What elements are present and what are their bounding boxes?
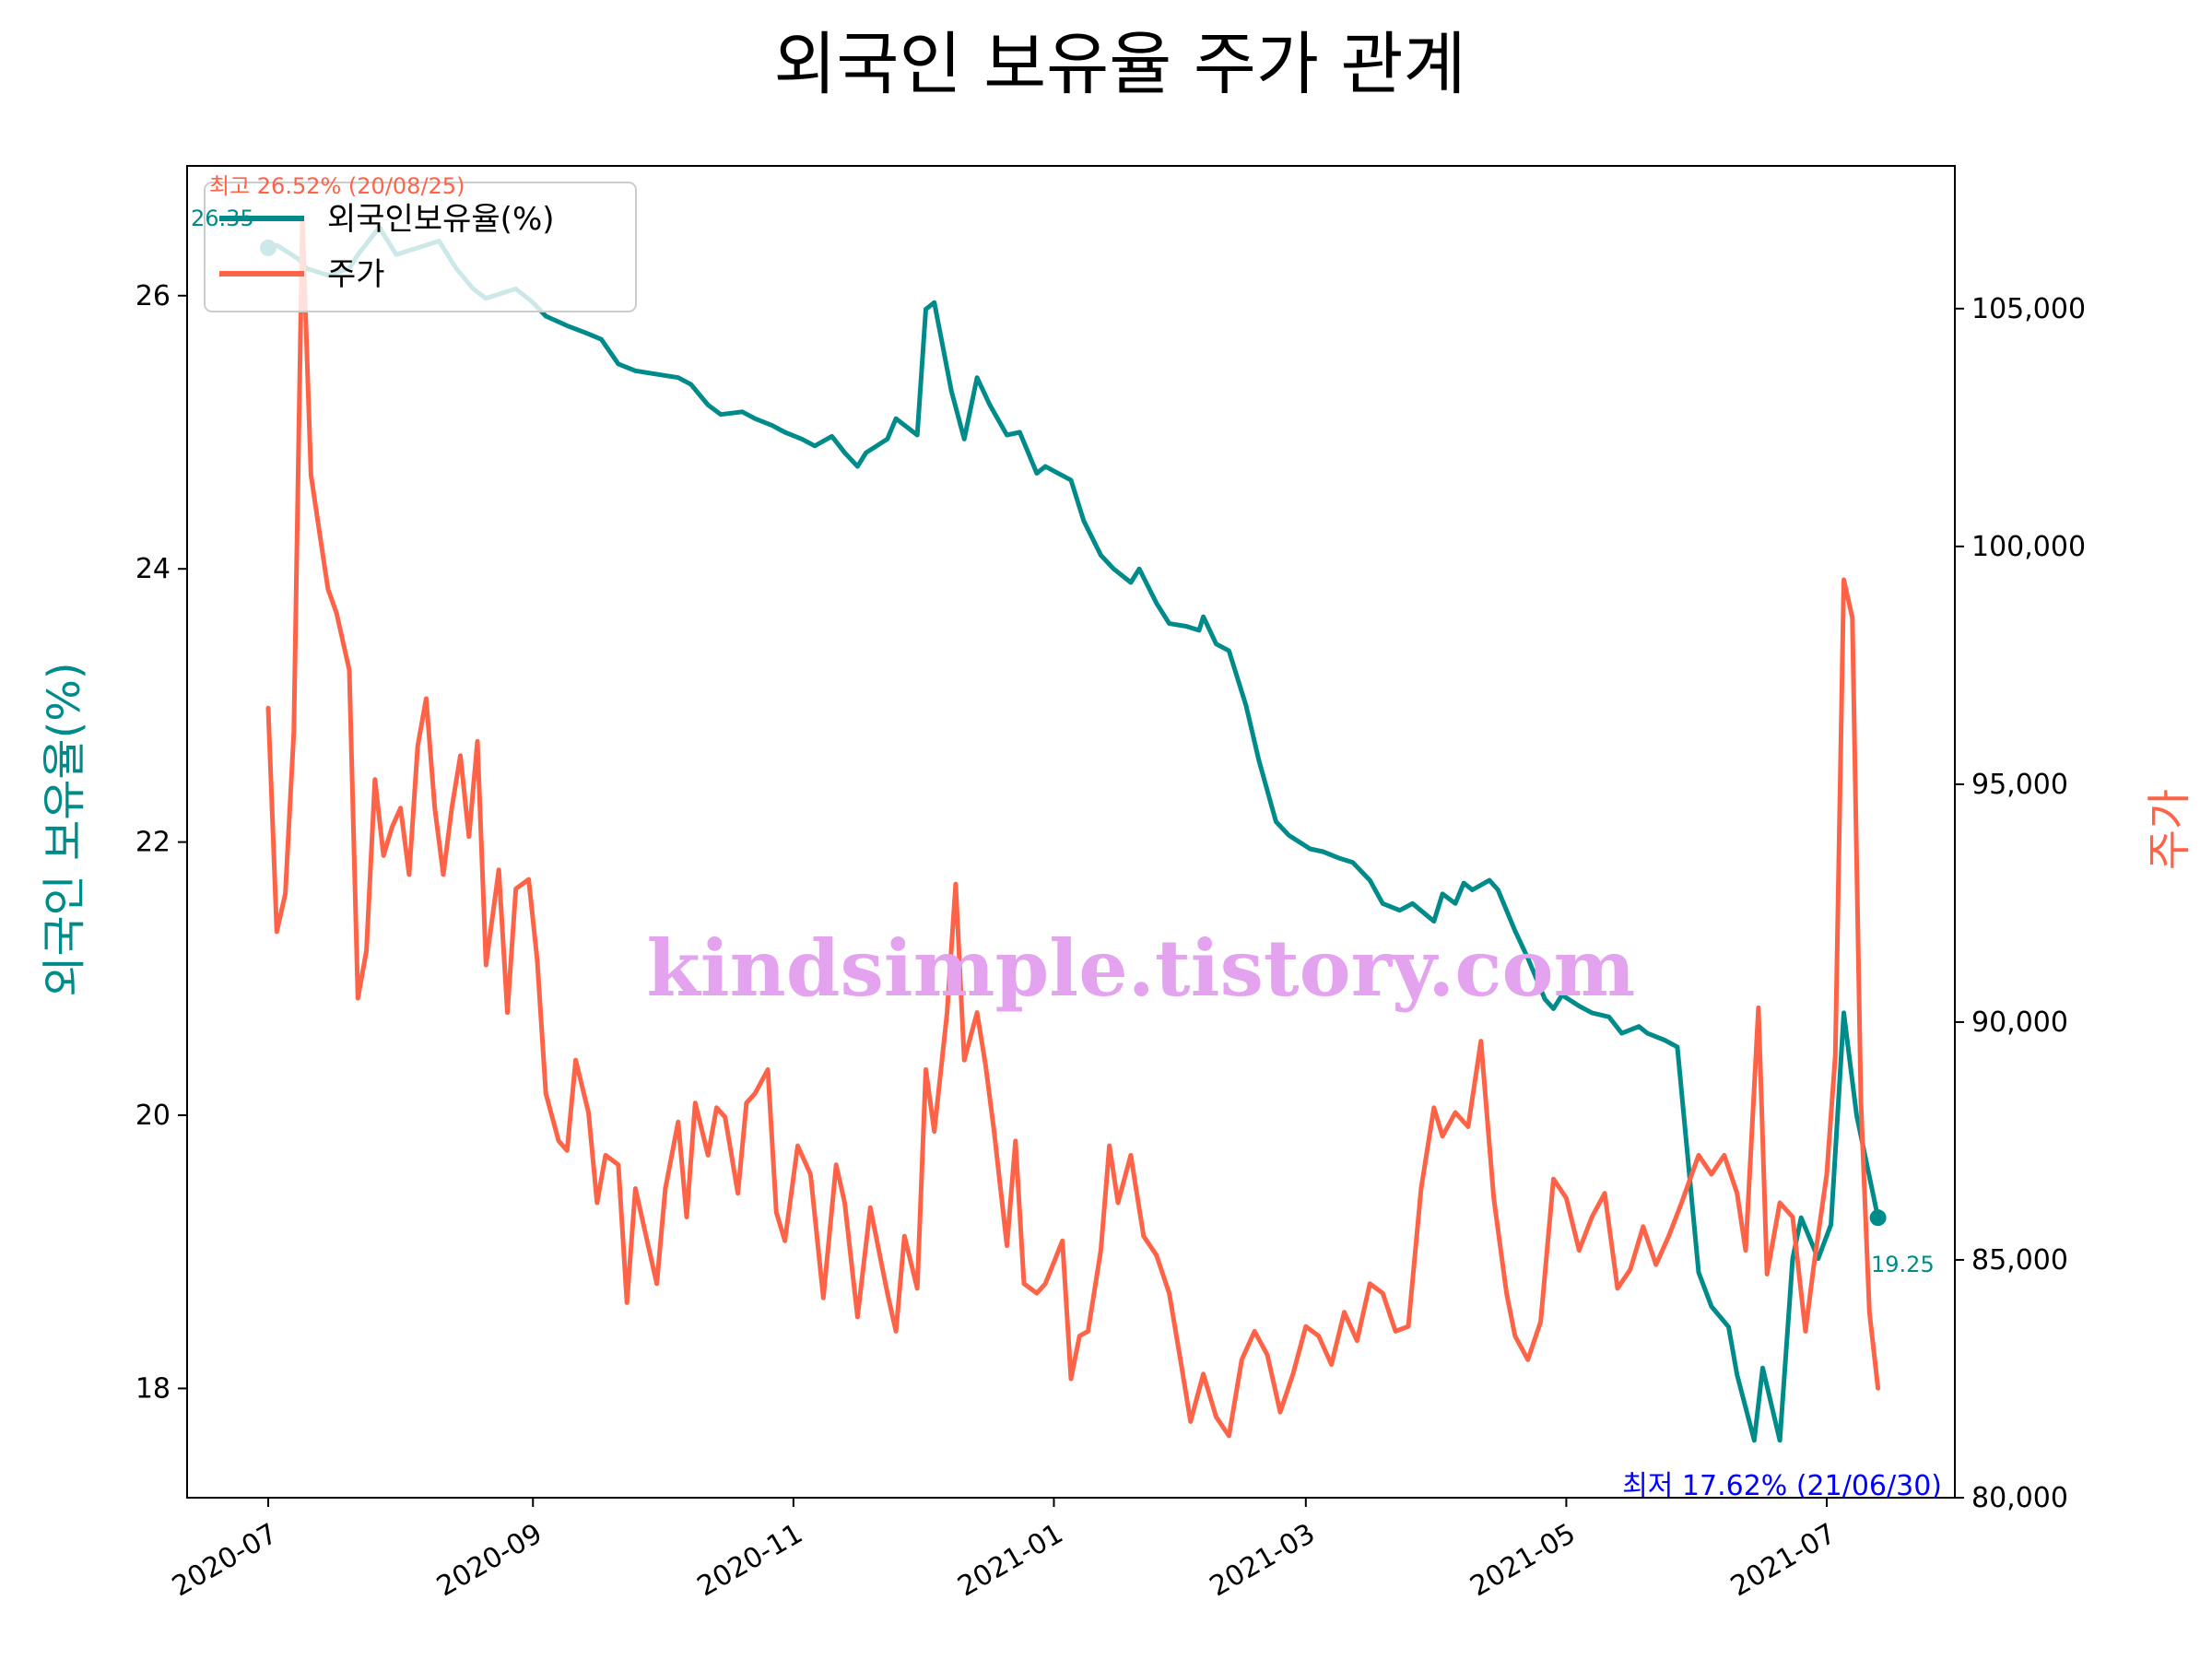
plot-area: 2020-07 2020-09 2020-11 2021-01 2021-03 2021-… [135, 165, 2086, 1603]
right-y-tick-label: 80,000 [1971, 1482, 2068, 1514]
left-y-axis-label: 외국인 보유율(%) [39, 662, 90, 996]
watermark-text: kindsimple.tistory.com [647, 923, 1636, 1014]
right-y-tick-label: 100,000 [1971, 531, 2086, 563]
right-y-axis-label: 주가 [2144, 789, 2195, 870]
left-y-tick-label: 20 [135, 1100, 171, 1132]
legend-foreign-label: 외국인보유율(%) [327, 201, 555, 238]
plot-frame [186, 165, 1956, 1499]
right-y-tick-label: 95,000 [1971, 769, 2068, 801]
end-point-marker [1869, 1209, 1887, 1227]
x-tick-label: 2020-11 [692, 1517, 808, 1603]
left-y-tick-label: 18 [135, 1372, 171, 1405]
x-tick-label: 2021-07 [1725, 1517, 1841, 1603]
x-tick-label: 2021-01 [952, 1517, 1068, 1603]
left-y-tick-label: 22 [135, 827, 171, 859]
right-y-tick-label: 105,000 [1971, 293, 2086, 325]
x-tick-label: 2020-07 [167, 1517, 283, 1603]
left-y-tick-label: 26 [135, 280, 171, 312]
x-tick-label: 2021-05 [1465, 1517, 1581, 1603]
high-price-annotation: 최고 26.52% (20/08/25) [209, 173, 465, 199]
right-y-tick-label: 90,000 [1971, 1006, 2068, 1039]
left-y-tick-label: 24 [135, 553, 171, 585]
price-line [265, 216, 1881, 1439]
legend: 외국인보유율(%) 주가 [204, 182, 637, 312]
chart-title: 외국인 보유율 주가 관계 [773, 25, 1465, 104]
right-y-tick-label: 85,000 [1971, 1244, 2068, 1277]
legend-price-label: 주가 [327, 256, 385, 293]
x-tick-label: 2020-09 [431, 1517, 547, 1603]
legend-box [204, 182, 637, 312]
x-tick-label: 2021-03 [1205, 1517, 1321, 1603]
low-foreign-annotation: 최저 17.62% (21/06/30) [1622, 1470, 1942, 1502]
end-value-annotation: 19.25 [1871, 1252, 1935, 1277]
foreign-ownership-line [265, 225, 1881, 1443]
start-value-annotation: 26.35 [191, 206, 254, 231]
